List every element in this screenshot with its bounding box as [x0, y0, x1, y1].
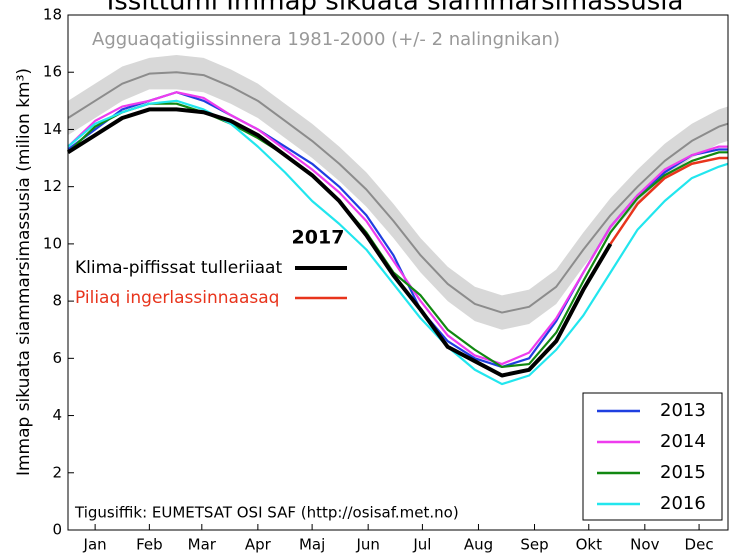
y-tick-label: 0 — [52, 521, 62, 539]
x-tick-label: Maj — [299, 536, 325, 554]
series-line — [609, 156, 728, 245]
x-tick-label: Sep — [520, 536, 548, 554]
y-tick-label: 12 — [43, 177, 62, 195]
y-tick-label: 8 — [52, 292, 62, 310]
y-tick-label: 4 — [52, 406, 62, 424]
series-line — [66, 107, 613, 378]
x-tick-label: Dec — [685, 536, 714, 554]
series-line — [67, 71, 729, 314]
legend-label: 2013 — [660, 400, 706, 421]
chart-title: Issittumi Immap sikuata siammarsimassusi… — [107, 0, 684, 17]
plot-frame — [67, 14, 729, 531]
current-year: 2017 — [292, 227, 345, 249]
series-line — [67, 91, 728, 366]
y-tick-label: 10 — [43, 234, 62, 252]
legend-label: 2015 — [660, 462, 706, 483]
x-tick-label: Jul — [412, 536, 431, 554]
x-tick-label: Okt — [576, 536, 602, 554]
band — [68, 55, 728, 330]
y-tick-label: 18 — [43, 6, 62, 24]
x-tick-label: Jun — [355, 536, 379, 554]
legend-label: 2016 — [660, 493, 706, 514]
band-label: Agguaqatigiissinnera 1981-2000 (+/- 2 na… — [92, 29, 560, 50]
y-axis-label: Immap sikuata siammarsimassusia (milion … — [14, 68, 34, 476]
series-line — [67, 99, 729, 386]
x-tick-label: Jan — [83, 536, 107, 554]
x-tick-label: Feb — [136, 536, 163, 554]
y-tick-label: 6 — [52, 349, 62, 367]
x-tick-label: Aug — [464, 536, 493, 554]
legend-box — [582, 392, 723, 521]
x-tick-label: Apr — [245, 536, 272, 554]
annotation-label: Piliaq ingerlassinnaasaq — [75, 288, 279, 308]
source: Tigusiffik: EUMETSAT OSI SAF (http://osi… — [74, 504, 459, 522]
x-tick-label: Mar — [188, 536, 217, 554]
y-tick-label: 14 — [43, 120, 62, 138]
legend-label: 2014 — [660, 431, 706, 452]
y-tick-label: 2 — [52, 463, 62, 481]
series-line — [67, 102, 728, 369]
y-tick-label: 16 — [43, 63, 62, 81]
x-tick-label: Nov — [630, 536, 659, 554]
annotation-label: Klima-piffissat tulleriiaat — [75, 258, 282, 278]
